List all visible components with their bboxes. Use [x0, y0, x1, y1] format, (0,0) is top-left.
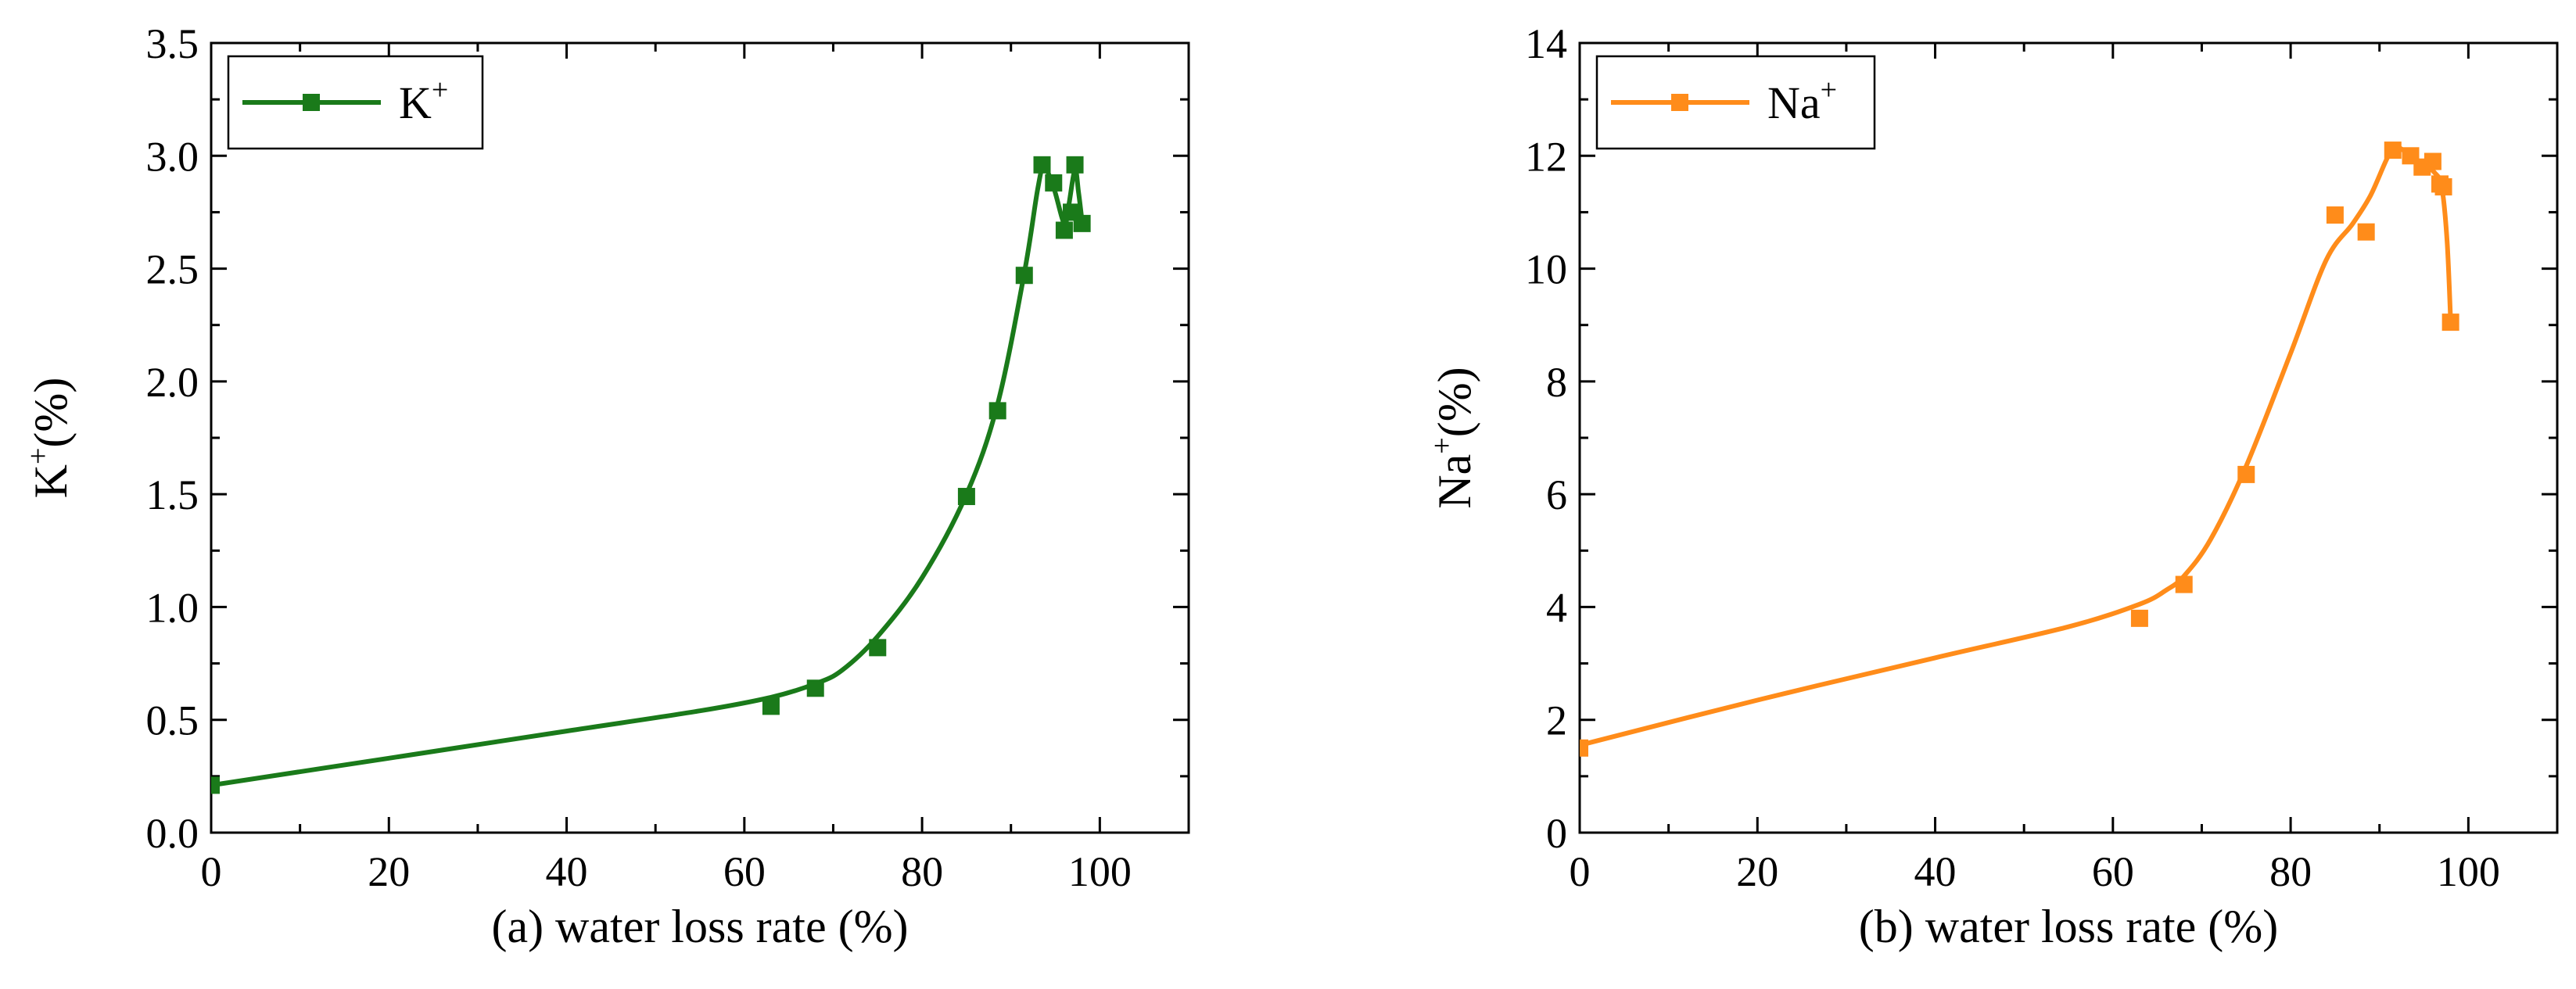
y-axis-title-sup: +	[22, 448, 55, 464]
x-tick-label: 60	[723, 848, 766, 895]
data-point	[1055, 221, 1073, 239]
x-tick-label: 0	[201, 848, 222, 895]
y-tick-label: 0	[1546, 810, 1567, 857]
data-point	[1066, 156, 1084, 174]
data-point	[1045, 174, 1063, 192]
x-tick-label: 40	[546, 848, 588, 895]
x-axis-title: (a) water loss rate (%)	[491, 901, 908, 952]
x-tick-label: 20	[1736, 848, 1778, 895]
data-point	[211, 776, 220, 794]
y-axis-title-base: K	[25, 464, 77, 498]
series-curve	[1580, 145, 2453, 748]
data-point	[1015, 267, 1033, 285]
y-tick-label: 8	[1546, 359, 1567, 406]
y-tick-label: 2.5	[146, 246, 199, 293]
chart-panel-b: 0 20 40 60 80 100 0 2 4 6 8 10 12 14 (b) water loss ra…	[1426, 20, 2559, 952]
y-tick-label: 3.5	[146, 20, 199, 67]
legend-label-sup: +	[1821, 73, 1837, 106]
x-tick-label: 40	[1914, 848, 1957, 895]
data-point	[1073, 214, 1091, 232]
data-point	[806, 679, 824, 697]
data-point	[762, 697, 780, 715]
data-point	[2434, 177, 2452, 195]
y-axis-title-base: Na	[1429, 454, 1480, 509]
x-tick-label: 80	[2269, 848, 2312, 895]
y-axis-title-unit: (%)	[25, 378, 77, 448]
legend-label: Na+	[1767, 73, 1837, 128]
legend: K+	[227, 55, 484, 150]
data-point	[2326, 206, 2344, 224]
y-axis-title: Na+(%)	[1426, 367, 1480, 508]
data-point	[869, 639, 887, 657]
legend-label-base: K	[399, 77, 432, 128]
legend-label-sup: +	[432, 73, 448, 106]
data-point	[957, 488, 975, 506]
y-tick-label: 12	[1525, 133, 1567, 180]
chart-panel-a: 0 20 40 60 80 100 0.0 0.5 1.0 1.5 2.0 2.5 3.0 3.5 (a) …	[22, 20, 1190, 952]
y-tick-label: 4	[1546, 584, 1567, 631]
x-axis-title: (b) water loss rate (%)	[1859, 901, 2278, 952]
y-tick-label: 1.0	[146, 584, 199, 631]
y-tick-label: 2.0	[146, 359, 199, 406]
data-point	[2424, 152, 2441, 170]
x-tick-label: 80	[901, 848, 943, 895]
data-point	[1033, 156, 1051, 174]
y-tick-label: 14	[1525, 20, 1567, 67]
legend: Na+	[1595, 55, 1876, 150]
y-axis-title: K+(%)	[22, 378, 77, 499]
data-point	[2441, 314, 2459, 331]
legend-label: K+	[399, 73, 448, 128]
y-tick-label: 0.0	[146, 810, 199, 857]
y-tick-label: 6	[1546, 471, 1567, 518]
data-point	[988, 402, 1006, 420]
data-point	[2130, 609, 2148, 627]
x-tick-label: 20	[368, 848, 410, 895]
data-point	[2237, 465, 2255, 483]
y-tick-label: 3.0	[146, 133, 199, 180]
legend-marker	[303, 94, 320, 111]
x-tick-label: 0	[1570, 848, 1591, 895]
data-point	[1580, 739, 1588, 757]
data-point	[2357, 223, 2375, 241]
x-tick-label: 100	[2437, 848, 2500, 895]
x-tick-label: 60	[2092, 848, 2134, 895]
series-curve	[211, 164, 1085, 788]
y-tick-label: 10	[1525, 246, 1567, 293]
data-point	[2384, 142, 2402, 159]
y-axis-title-unit: (%)	[1429, 367, 1480, 437]
data-point	[2175, 575, 2193, 593]
legend-label-base: Na	[1767, 77, 1821, 128]
x-tick-label: 100	[1068, 848, 1132, 895]
y-axis-title-sup: +	[1426, 437, 1458, 453]
y-tick-label: 1.5	[146, 471, 199, 518]
legend-marker	[1671, 94, 1688, 111]
y-tick-label: 0.5	[146, 697, 199, 744]
y-tick-label: 2	[1546, 697, 1567, 744]
